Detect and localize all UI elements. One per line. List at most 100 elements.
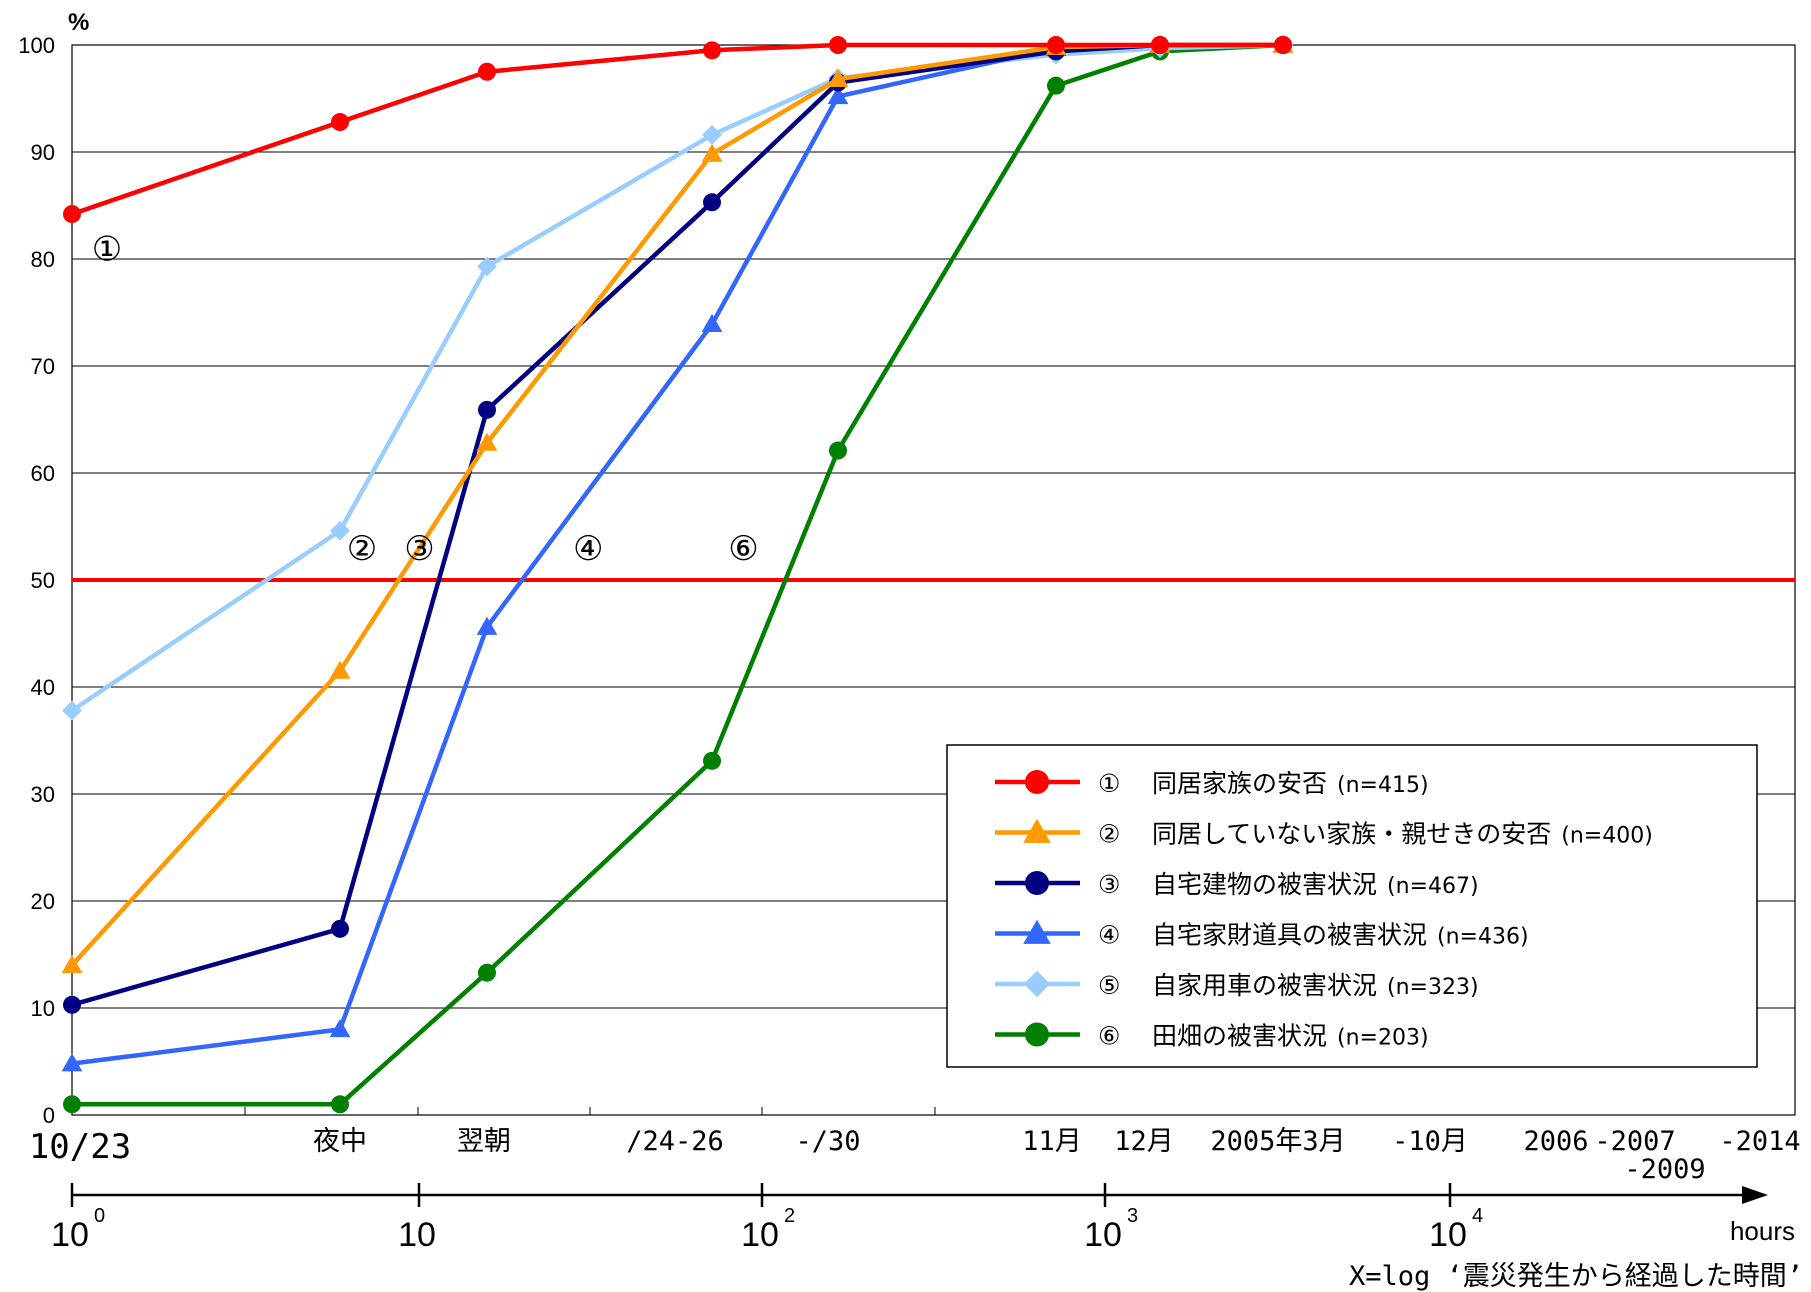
data-point (477, 256, 497, 277)
series-1 (63, 36, 1292, 224)
x-category-label: -/30 (795, 1126, 860, 1157)
series-line (72, 42, 1284, 1107)
series-group (61, 34, 1294, 1114)
y-tick-label: 40 (31, 675, 55, 700)
data-point (1023, 970, 1051, 998)
legend-series-name: 同居していない家族・親せきの安否 (1152, 820, 1551, 849)
legend-entry: ③ 自宅建物の被害状況 (n=467) (995, 870, 1479, 899)
annotations: ①⑤②③④⑥ (92, 229, 759, 569)
legend-marker-label: ⑤ (1098, 971, 1120, 1000)
data-point (1047, 76, 1065, 95)
x-category-label: 夜中 (313, 1126, 367, 1157)
x-category-label: 12月 (1114, 1126, 1174, 1157)
y-tick-label: 80 (31, 247, 55, 272)
data-point (478, 400, 496, 419)
data-point (331, 113, 349, 132)
data-point (329, 1019, 351, 1038)
data-point (62, 700, 82, 721)
data-point (331, 919, 349, 938)
x-category-label: 翌朝 (457, 1126, 511, 1157)
series-annotation: ④ (573, 529, 603, 569)
x-category-label: -10月 (1392, 1126, 1468, 1157)
x-category-label: /24-26 (626, 1126, 724, 1157)
y-tick-label: 70 (31, 354, 55, 379)
x-category-label: -2014 (1719, 1126, 1800, 1157)
y-tick-label: 100 (18, 33, 55, 58)
legend-box (946, 744, 1758, 1068)
log-tick-label: 10 (741, 1216, 779, 1254)
data-point (329, 660, 351, 679)
y-tick-label: 0 (43, 1103, 55, 1128)
data-point (63, 1095, 81, 1114)
data-point (61, 954, 83, 973)
y-tick-label: 90 (31, 140, 55, 165)
legend-series-name: 自家用車の被害状況 (1152, 971, 1377, 1000)
legend-series-n: (n=203) (1337, 1026, 1429, 1051)
data-point (827, 86, 849, 105)
legend-marker-label: ① (1098, 769, 1120, 798)
data-point (331, 1095, 349, 1114)
data-point (703, 193, 721, 212)
data-point (702, 124, 722, 145)
legend-entry: ④ 自宅家財道具の被害状況 (n=436) (995, 919, 1529, 950)
series-line (71, 42, 1283, 217)
legend-series-name: 田畑の被害状況 (1152, 1022, 1327, 1051)
x-category-label: -2007 (1594, 1126, 1675, 1157)
log-tick-label: 10 (51, 1216, 89, 1254)
series-5 (62, 35, 1293, 721)
data-point (829, 441, 847, 460)
data-point (63, 995, 81, 1014)
legend-marker-label: ④ (1098, 921, 1120, 950)
legend-entry: ⑥ 田畑の被害状況 (n=203) (995, 1022, 1429, 1051)
series-annotation: ② (347, 529, 377, 569)
legend-series-name: 同居家族の安否 (1152, 769, 1327, 798)
x-axis-label: X=log ‘震災発生から経過した時間’ (1349, 1261, 1803, 1292)
data-point (703, 751, 721, 770)
data-point (1025, 871, 1049, 895)
data-point (1023, 919, 1051, 944)
y-tick-label: 60 (31, 461, 55, 486)
y-tick-label: 50 (31, 568, 55, 593)
data-point (827, 68, 849, 88)
series-annotation: ① (92, 229, 122, 269)
data-point (1151, 36, 1169, 54)
data-point (478, 963, 496, 982)
legend-series-n: (n=400) (1561, 824, 1653, 849)
x-category-label: 2006 (1523, 1126, 1588, 1157)
legend-marker-label: ③ (1098, 870, 1120, 899)
data-point (330, 520, 350, 541)
y-tick-label: 30 (31, 782, 55, 807)
data-point (701, 143, 723, 162)
legend: ① 同居家族の安否 (n=415) ② 同居していない家族・親せきの安否 (n=400) ③… (946, 744, 1758, 1068)
data-point (1047, 36, 1065, 54)
series-line (70, 42, 1284, 713)
legend-entry: ② 同居していない家族・親せきの安否 (n=400) (995, 818, 1653, 849)
legend-series-n: (n=415) (1337, 773, 1429, 798)
y-tick-label: 10 (31, 996, 55, 1021)
legend-series-name: 自宅建物の被害状況 (1152, 870, 1377, 899)
legend-entry: ⑤ 自家用車の被害状況 (n=323) (995, 970, 1479, 1000)
legend-series-name: 自宅家財道具の被害状況 (1152, 921, 1427, 950)
data-point (1274, 36, 1292, 54)
legend-series-n: (n=436) (1437, 925, 1529, 950)
log-tick-label: 10 (1429, 1216, 1467, 1254)
x-category-label: 10/23 (29, 1127, 131, 1167)
log-tick-exponent: 2 (784, 1205, 795, 1227)
series-6 (63, 36, 1292, 1114)
legend-series-n: (n=467) (1387, 874, 1479, 899)
data-point (703, 41, 721, 60)
data-point (63, 205, 81, 224)
x-category-label: 11月 (1022, 1126, 1082, 1157)
series-annotation: ⑥ (728, 529, 758, 569)
data-point (829, 36, 847, 54)
y-axis: 0 10 20 30 40 50 60 70 80 90 100% (18, 9, 89, 1128)
y-tick-label: 20 (31, 889, 55, 914)
data-point (1025, 1022, 1049, 1047)
x-unit-label: hours (1730, 1216, 1795, 1246)
data-point (476, 616, 498, 635)
x-category-labels: 10/23 夜中 翌朝/24-26 -/30 11月 12月 2005年3月 -10月 2006… (29, 1126, 1801, 1185)
data-point (701, 313, 723, 333)
data-point (1023, 818, 1051, 843)
